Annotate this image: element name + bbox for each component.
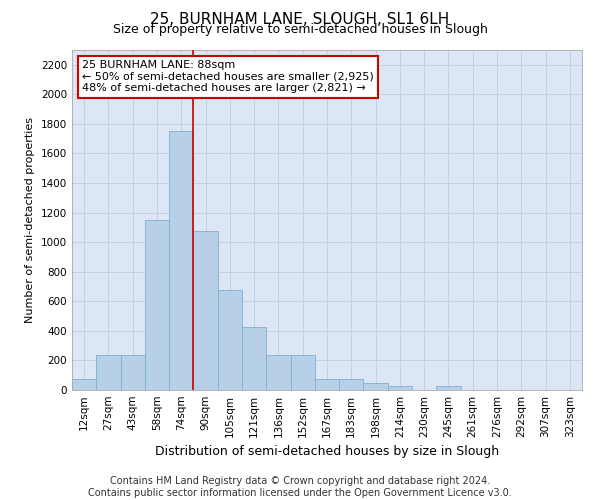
X-axis label: Distribution of semi-detached houses by size in Slough: Distribution of semi-detached houses by …	[155, 446, 499, 458]
Bar	[169, 132, 193, 390]
Bar	[96, 354, 121, 390]
Bar	[339, 379, 364, 390]
Bar	[218, 290, 242, 390]
Bar	[436, 386, 461, 390]
Bar	[72, 379, 96, 390]
Text: Contains HM Land Registry data © Crown copyright and database right 2024.
Contai: Contains HM Land Registry data © Crown c…	[88, 476, 512, 498]
Text: 25 BURNHAM LANE: 88sqm
← 50% of semi-detached houses are smaller (2,925)
48% of : 25 BURNHAM LANE: 88sqm ← 50% of semi-det…	[82, 60, 374, 94]
Y-axis label: Number of semi-detached properties: Number of semi-detached properties	[25, 117, 35, 323]
Bar	[242, 327, 266, 390]
Text: 25, BURNHAM LANE, SLOUGH, SL1 6LH: 25, BURNHAM LANE, SLOUGH, SL1 6LH	[151, 12, 449, 28]
Bar	[388, 386, 412, 390]
Bar	[315, 379, 339, 390]
Bar	[145, 220, 169, 390]
Bar	[121, 354, 145, 390]
Bar	[364, 382, 388, 390]
Bar	[193, 231, 218, 390]
Text: Size of property relative to semi-detached houses in Slough: Size of property relative to semi-detach…	[113, 22, 487, 36]
Bar	[266, 354, 290, 390]
Bar	[290, 354, 315, 390]
